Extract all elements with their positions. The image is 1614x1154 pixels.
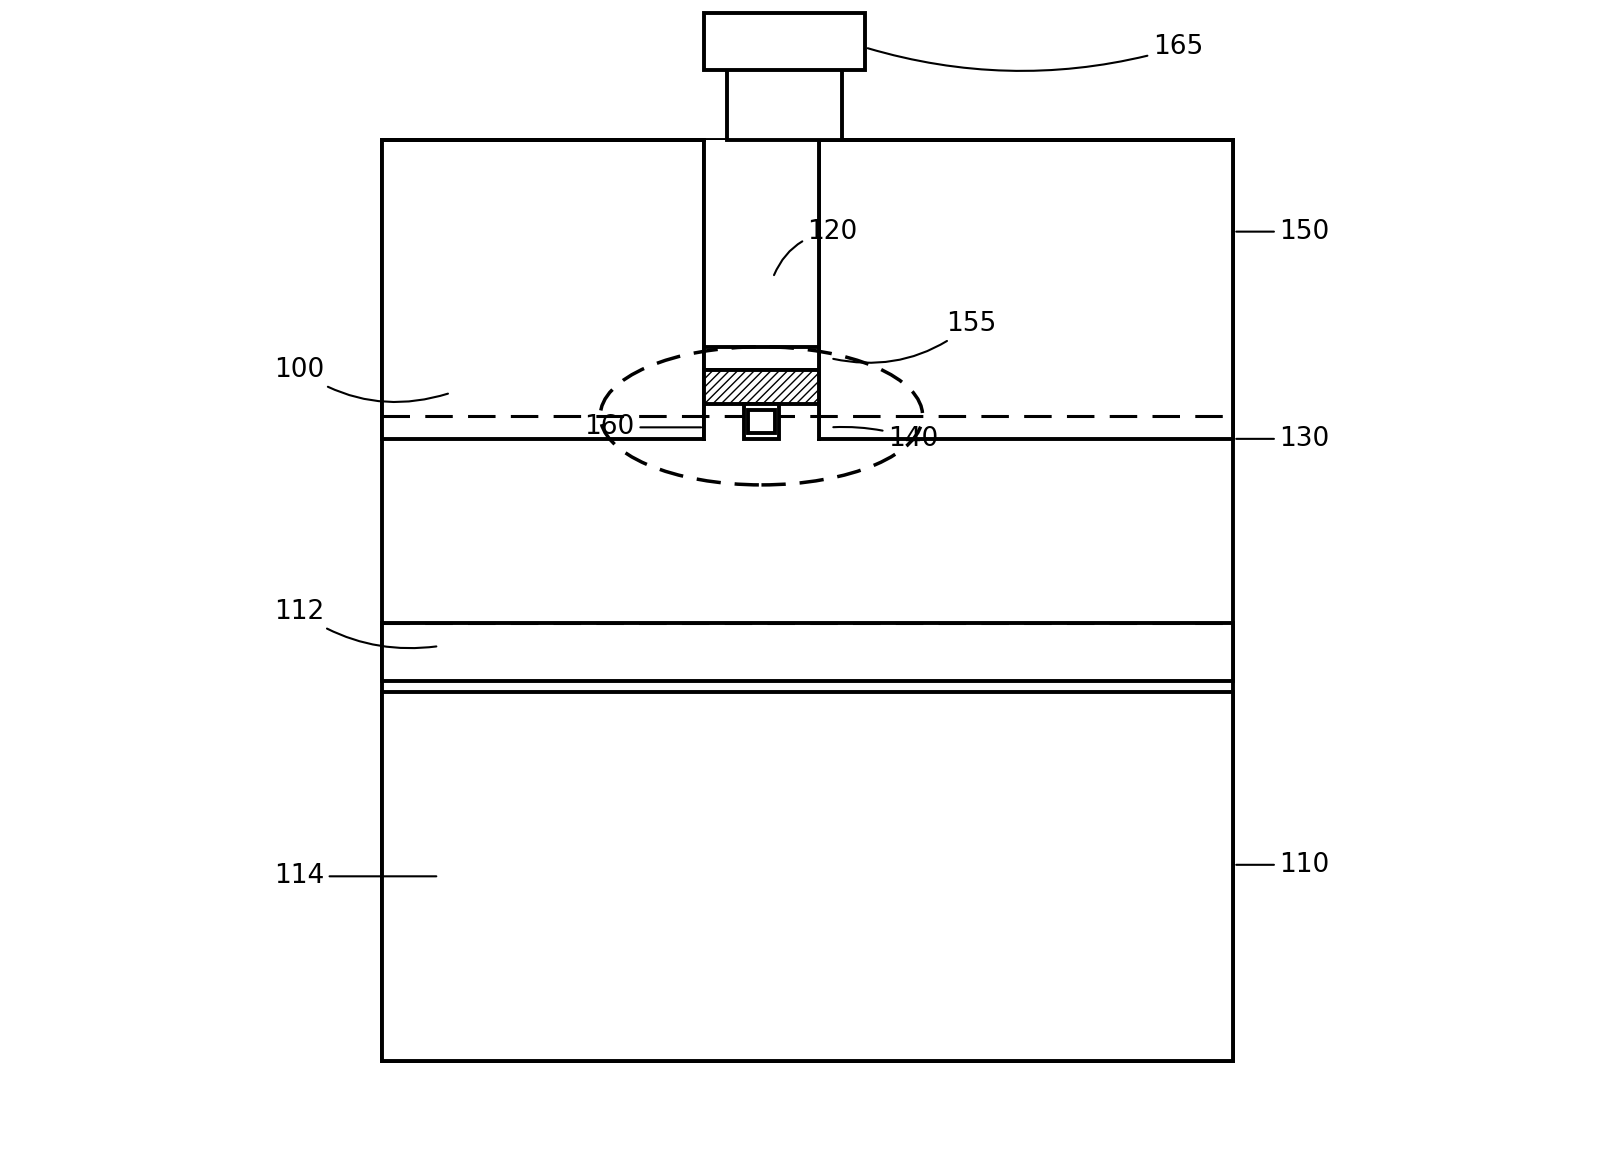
Text: 100: 100 <box>273 357 447 402</box>
Text: 120: 120 <box>773 218 857 275</box>
Bar <box>818 140 1233 439</box>
Bar <box>704 346 818 369</box>
Bar <box>381 692 1233 1061</box>
Text: 114: 114 <box>273 863 436 890</box>
Bar <box>381 623 1233 681</box>
Text: 140: 140 <box>833 426 938 452</box>
Bar <box>704 13 865 70</box>
Text: 130: 130 <box>1235 426 1328 452</box>
Bar <box>747 410 775 433</box>
Bar <box>726 47 841 140</box>
Bar <box>704 369 818 404</box>
Bar <box>381 140 1233 1061</box>
Bar <box>381 140 704 439</box>
Text: 110: 110 <box>1235 852 1328 878</box>
Text: 165: 165 <box>867 35 1202 70</box>
Text: 150: 150 <box>1235 218 1328 245</box>
Text: 160: 160 <box>584 414 700 441</box>
Bar <box>744 404 778 439</box>
Text: 155: 155 <box>833 310 996 362</box>
Text: 112: 112 <box>273 599 436 649</box>
Bar <box>704 140 818 439</box>
